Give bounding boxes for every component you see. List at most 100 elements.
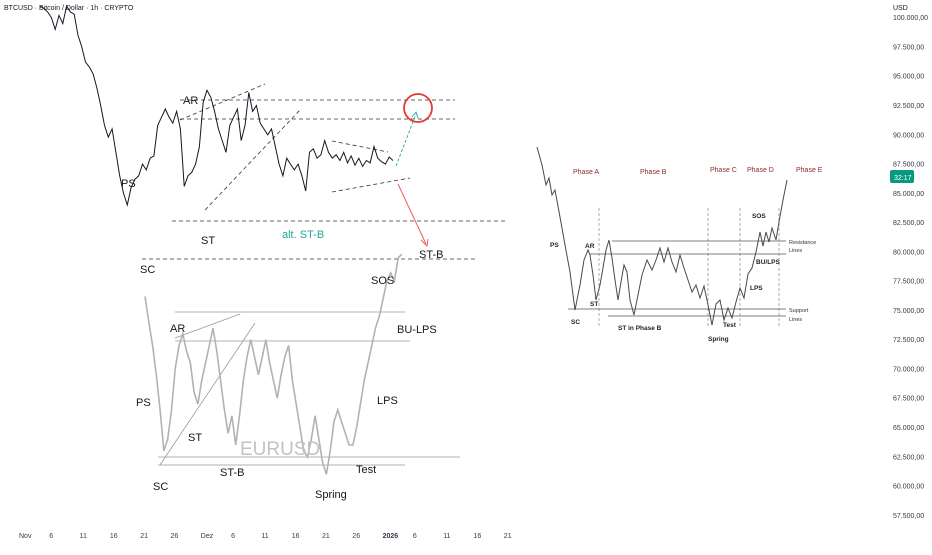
x-tick-label: 11: [261, 533, 268, 540]
eurusd-price-line: [144, 253, 403, 475]
schematic-ps: PS: [550, 242, 559, 249]
schematic-lps: LPS: [750, 285, 763, 292]
time-axis[interactable]: Nov 6 11 16 21 26 Dez 6 11 16 21 26 2026 6 11 16 21: [19, 533, 512, 540]
label-st-b: ST-B: [419, 249, 443, 261]
y-tick-label: 90.000,00: [893, 132, 924, 139]
phase-a-label: Phase A: [573, 169, 599, 176]
y-tick-label: 80.000,00: [893, 249, 924, 256]
x-tick-label: 16: [110, 533, 118, 540]
eur-trend-2: [174, 313, 241, 339]
y-tick-label: 70.000,00: [893, 366, 924, 373]
label-st: ST: [201, 235, 215, 247]
x-tick-label: 6: [49, 533, 53, 540]
label-alt-st-b: alt. ST-B: [282, 229, 324, 241]
resistance-lines-label-2: Lines: [789, 248, 802, 254]
eurusd-overlay: EURUSD: [144, 253, 460, 475]
y-tick-label: 85.000,00: [893, 191, 924, 198]
label-eur-bu-lps: BU-LPS: [397, 324, 437, 336]
label-eur-lps: LPS: [377, 395, 398, 407]
price-axis[interactable]: 100.000,00 97.500,00 95.000,00 92.500,00 90.…: [893, 15, 928, 520]
label-eur-ps: PS: [136, 397, 151, 409]
x-tick-label: 21: [504, 533, 512, 540]
y-tick-label: 62.500,00: [893, 454, 924, 461]
schematic-test: Test: [723, 322, 737, 329]
x-tick-label: 16: [292, 533, 300, 540]
schematic-price-path: [536, 146, 788, 326]
label-eur-sc: SC: [153, 481, 168, 493]
label-eur-st-b: ST-B: [220, 467, 244, 479]
x-tick-label: 2026: [383, 533, 399, 540]
x-tick-label: Nov: [19, 533, 32, 540]
schematic-event-labels: PS AR ST SC ST in Phase B Spring Test LP…: [550, 213, 781, 343]
bullish-arrow-head: [411, 111, 419, 119]
triangle-upper: [331, 140, 389, 153]
x-tick-label: 26: [171, 533, 179, 540]
symbol-title[interactable]: BTCUSD · Bitcoin / Dollar · 1h · CRYPTO: [4, 5, 134, 12]
y-tick-label: 57.500,00: [893, 513, 924, 520]
y-tick-label: 65.000,00: [893, 425, 924, 432]
schematic-ar: AR: [585, 243, 595, 250]
btc-annotations: AR PS SC ST alt. ST-B ST-B: [121, 95, 443, 276]
bearish-projection-arrow: [397, 183, 427, 245]
x-tick-label: 6: [413, 533, 417, 540]
y-tick-label: 87.500,00: [893, 162, 924, 169]
schematic-sos: SOS: [752, 213, 766, 220]
support-lines-label-2: Lines: [789, 317, 802, 323]
projection-arrows: [395, 93, 433, 247]
phase-d-label: Phase D: [747, 167, 774, 174]
label-eur-st: ST: [188, 432, 202, 444]
resistance-lines-label-1: Resistance: [789, 240, 816, 246]
y-tick-label: 100.000,00: [893, 15, 928, 22]
target-circle: [403, 93, 433, 123]
schematic-st: ST: [590, 301, 598, 308]
eurusd-watermark: EURUSD: [240, 439, 320, 460]
x-tick-label: 26: [352, 533, 360, 540]
x-tick-label: Dez: [201, 533, 214, 540]
btcusd-price-line: [39, 4, 394, 207]
price-badge-bg: [890, 170, 914, 183]
eur-annotations: SOS BU-LPS LPS Spring Test SC ST-B ST AR…: [136, 275, 437, 501]
x-tick-label: 6: [231, 533, 235, 540]
ar-trend-upper: [179, 83, 266, 121]
eur-trend-1: [159, 322, 256, 466]
x-tick-label: 21: [322, 533, 330, 540]
y-tick-label: 82.500,00: [893, 220, 924, 227]
label-sc: SC: [140, 264, 155, 276]
label-eur-spring: Spring: [315, 489, 347, 501]
y-tick-label: 95.000,00: [893, 74, 924, 81]
schematic-bu-lps: BU/LPS: [756, 259, 781, 266]
x-tick-label: 21: [140, 533, 148, 540]
x-tick-label: 11: [443, 533, 450, 540]
y-tick-label: 97.500,00: [893, 44, 924, 51]
ar-trend-lower: [204, 109, 301, 211]
label-ps: PS: [121, 178, 136, 190]
x-tick-label: 16: [474, 533, 482, 540]
schematic-line-legend: Resistance Lines Support Lines: [789, 240, 816, 323]
x-tick-label: 11: [80, 533, 87, 540]
phase-b-label: Phase B: [640, 169, 667, 176]
bullish-projection-arrow: [395, 113, 417, 167]
schematic-phase-labels: Phase A Phase B Phase C Phase D Phase E: [573, 167, 823, 176]
y-tick-label: 72.500,00: [893, 337, 924, 344]
schematic-spring: Spring: [708, 336, 729, 343]
label-ar: AR: [183, 95, 198, 107]
level-lines: [142, 83, 505, 260]
price-badge: 32:17: [894, 175, 912, 182]
phase-e-label: Phase E: [796, 167, 823, 174]
schematic-st-in-phase-b: ST in Phase B: [618, 325, 662, 332]
currency-label[interactable]: USD: [893, 5, 908, 12]
bearish-arrow-head: [420, 238, 429, 247]
support-lines-label-1: Support: [789, 308, 809, 314]
label-eur-ar: AR: [170, 323, 185, 335]
wyckoff-schematic: Phase A Phase B Phase C Phase D Phase E …: [536, 146, 823, 343]
y-tick-label: 67.500,00: [893, 396, 924, 403]
y-tick-label: 60.000,00: [893, 484, 924, 491]
schematic-sc: SC: [571, 319, 580, 326]
phase-c-label: Phase C: [710, 167, 737, 174]
y-tick-label: 75.000,00: [893, 308, 924, 315]
label-eur-sos: SOS: [371, 275, 394, 287]
label-eur-test: Test: [356, 464, 376, 476]
y-tick-label: 77.500,00: [893, 279, 924, 286]
